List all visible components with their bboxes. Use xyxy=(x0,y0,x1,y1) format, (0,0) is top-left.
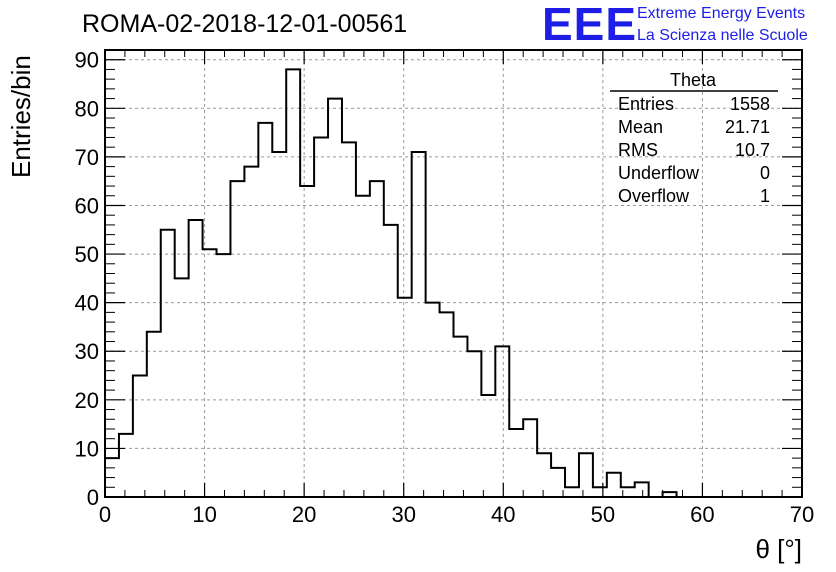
histogram-outline xyxy=(105,68,802,498)
chart-title: ROMA-02-2018-12-01-00561 xyxy=(82,10,407,38)
stats-value: 1 xyxy=(760,186,770,206)
eee-logo: EEE Extreme Energy Events La Scienza nel… xyxy=(542,0,808,50)
x-tick-label: 10 xyxy=(192,502,216,527)
y-tick-label: 0 xyxy=(87,485,99,510)
stats-label: RMS xyxy=(618,140,658,160)
x-tick-label: 20 xyxy=(292,502,316,527)
x-tick-label: 40 xyxy=(491,502,515,527)
y-tick-label: 90 xyxy=(75,48,99,73)
stats-value: 1558 xyxy=(730,94,770,114)
y-tick-label: 10 xyxy=(75,436,99,461)
stats-label: Entries xyxy=(618,94,674,114)
y-tick-label: 50 xyxy=(75,242,99,267)
x-tick-label: 30 xyxy=(391,502,415,527)
stats-label: Underflow xyxy=(618,163,700,183)
stats-value: 0 xyxy=(760,163,770,183)
stats-label: Overflow xyxy=(618,186,690,206)
logo-line-2: La Scienza nelle Scuole xyxy=(637,27,808,44)
stats-value: 21.71 xyxy=(725,117,770,137)
stats-title: Theta xyxy=(670,70,717,90)
y-axis-label: Entries/bin xyxy=(6,55,36,178)
grid xyxy=(105,50,802,497)
logo-line-1: Extreme Energy Events xyxy=(637,5,805,22)
x-axis-label: θ [°] xyxy=(755,534,802,564)
y-tick-label: 80 xyxy=(75,96,99,121)
x-tick-label: 0 xyxy=(99,502,111,527)
y-tick-label: 20 xyxy=(75,388,99,413)
y-tick-label: 60 xyxy=(75,193,99,218)
axis-ticks xyxy=(104,49,803,498)
plot-frame xyxy=(104,49,803,498)
stats-box: Theta Entries 1558 Mean 21.71 RMS 10.7 Underfl… xyxy=(610,70,778,206)
y-tick-label: 70 xyxy=(75,145,99,170)
x-tick-label: 50 xyxy=(591,502,615,527)
stats-value: 10.7 xyxy=(735,140,770,160)
x-tick-label: 70 xyxy=(790,502,814,527)
logo-text: EEE xyxy=(542,0,637,50)
y-tick-label: 40 xyxy=(75,291,99,316)
x-tick-label: 60 xyxy=(690,502,714,527)
stats-rows: Entries 1558 Mean 21.71 RMS 10.7 Underflow 0 Ove… xyxy=(618,94,770,206)
y-tick-label: 30 xyxy=(75,339,99,364)
stats-label: Mean xyxy=(618,117,663,137)
